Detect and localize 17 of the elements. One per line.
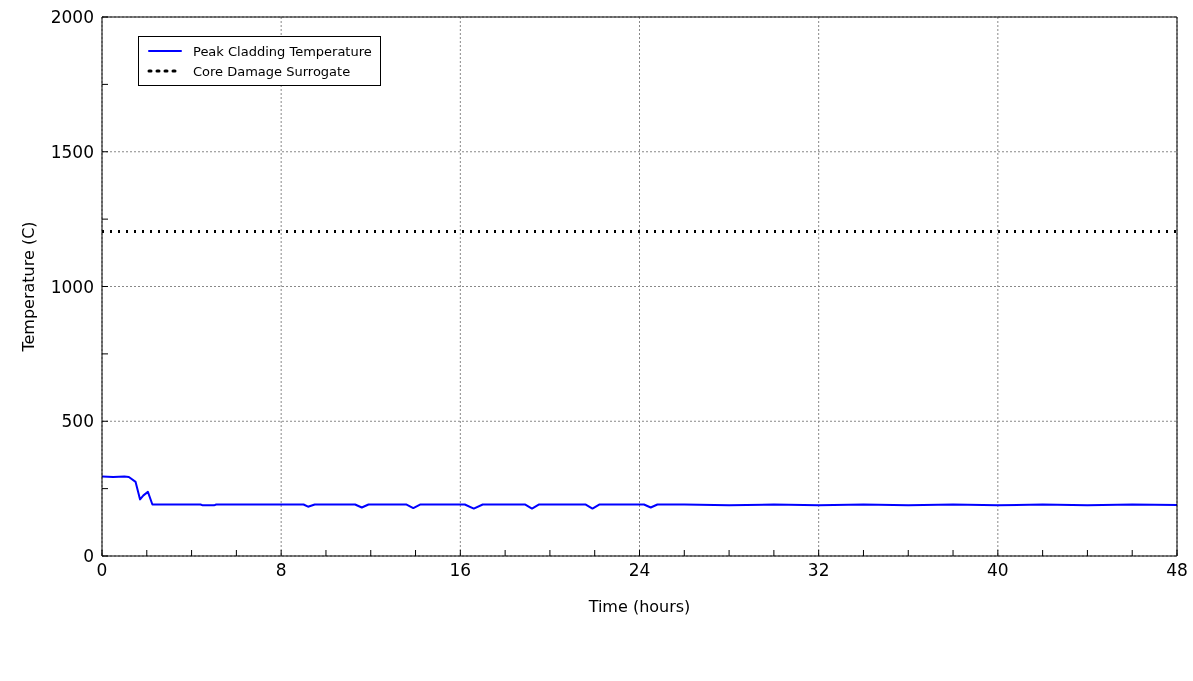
y-tick-label: 2000 <box>50 7 94 28</box>
legend-label: Peak Cladding Temperature <box>193 43 372 59</box>
x-tick-label: 8 <box>275 560 287 581</box>
legend-label: Core Damage Surrogate <box>193 63 351 79</box>
y-axis-title: Temperature (C) <box>18 221 38 353</box>
x-axis-title: Time (hours) <box>587 597 691 616</box>
x-tick-label: 40 <box>987 560 1009 581</box>
x-tick-label: 32 <box>807 560 830 581</box>
x-tick-label: 16 <box>449 560 472 581</box>
y-tick-label: 1000 <box>50 276 94 297</box>
x-tick-label: 24 <box>628 560 651 581</box>
y-tick-label: 500 <box>61 411 94 432</box>
y-tick-label: 0 <box>83 546 94 567</box>
x-tick-label: 0 <box>96 560 108 581</box>
y-tick-label: 1500 <box>50 141 94 162</box>
x-tick-label: 48 <box>1166 560 1188 581</box>
line-series <box>102 475 1177 510</box>
